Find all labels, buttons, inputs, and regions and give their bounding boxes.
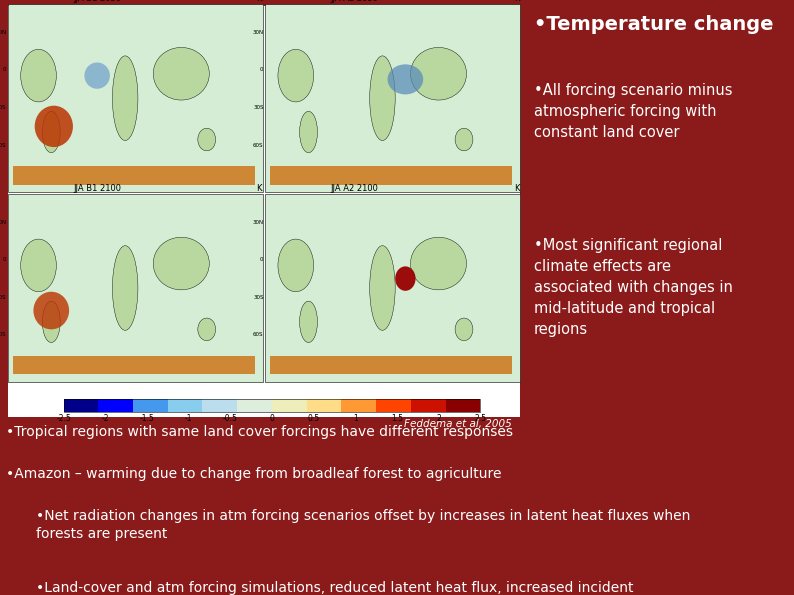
Text: -2: -2 <box>102 414 109 422</box>
Ellipse shape <box>42 111 60 153</box>
Text: K: K <box>256 0 262 3</box>
Text: 30N: 30N <box>0 30 6 35</box>
Ellipse shape <box>299 301 318 343</box>
Text: 60S: 60S <box>0 333 6 337</box>
Bar <box>168 399 202 412</box>
Ellipse shape <box>370 246 395 330</box>
Text: 0: 0 <box>260 257 264 262</box>
Ellipse shape <box>84 62 110 89</box>
Bar <box>445 399 480 412</box>
Bar <box>13 166 255 184</box>
Bar <box>133 399 168 412</box>
Text: 0.5: 0.5 <box>307 414 320 422</box>
Text: 1: 1 <box>353 414 357 422</box>
Ellipse shape <box>42 301 60 343</box>
Ellipse shape <box>278 239 314 292</box>
Text: -0.5: -0.5 <box>223 414 237 422</box>
Ellipse shape <box>410 48 467 100</box>
Text: JJA A2 2050: JJA A2 2050 <box>330 0 378 3</box>
Text: 60S: 60S <box>253 333 264 337</box>
Text: -1: -1 <box>185 414 192 422</box>
Bar <box>376 399 411 412</box>
Bar <box>306 399 341 412</box>
Text: 30S: 30S <box>0 105 6 110</box>
Ellipse shape <box>153 48 210 100</box>
Text: JJA B1 2050: JJA B1 2050 <box>73 0 121 3</box>
Bar <box>265 4 520 192</box>
Bar <box>8 4 263 192</box>
Text: 2: 2 <box>437 414 441 422</box>
Text: •Net radiation changes in atm forcing scenarios offset by increases in latent he: •Net radiation changes in atm forcing sc… <box>37 509 691 541</box>
Ellipse shape <box>370 56 395 140</box>
Bar <box>64 399 98 412</box>
Text: K: K <box>256 184 262 193</box>
Text: •Tropical regions with same land cover forcings have different responses: •Tropical regions with same land cover f… <box>6 425 514 440</box>
Text: 30S: 30S <box>253 105 264 110</box>
Text: •Temperature change: •Temperature change <box>534 15 773 34</box>
Ellipse shape <box>395 267 415 291</box>
Bar <box>202 399 237 412</box>
Bar <box>237 399 272 412</box>
Text: •Land-cover and atm forcing simulations, reduced latent heat flux, increased inc: •Land-cover and atm forcing simulations,… <box>37 581 634 595</box>
Ellipse shape <box>113 246 138 330</box>
Bar <box>411 399 445 412</box>
Text: JJA B1 2100: JJA B1 2100 <box>73 184 121 193</box>
Text: 30S: 30S <box>253 295 264 300</box>
Ellipse shape <box>455 129 473 151</box>
Bar <box>265 194 520 382</box>
Bar <box>341 399 376 412</box>
Text: •Most significant regional
climate effects are
associated with changes in
mid-la: •Most significant regional climate effec… <box>534 238 732 337</box>
Ellipse shape <box>198 318 216 340</box>
Bar <box>64 399 480 412</box>
Text: 0: 0 <box>260 67 264 73</box>
Text: K: K <box>514 0 519 3</box>
Text: 0: 0 <box>3 257 6 262</box>
Text: 2.5: 2.5 <box>474 414 487 422</box>
Ellipse shape <box>33 292 69 330</box>
Text: 1.5: 1.5 <box>391 414 403 422</box>
Ellipse shape <box>21 49 56 102</box>
Ellipse shape <box>387 64 423 95</box>
Bar <box>8 6 520 416</box>
Ellipse shape <box>278 49 314 102</box>
Ellipse shape <box>153 237 210 290</box>
Ellipse shape <box>299 111 318 153</box>
Text: Feddema et al, 2005: Feddema et al, 2005 <box>404 419 512 430</box>
Text: 0: 0 <box>3 67 6 73</box>
Bar <box>270 166 512 184</box>
Ellipse shape <box>35 106 73 147</box>
Text: JJA A2 2100: JJA A2 2100 <box>330 184 378 193</box>
Text: 30N: 30N <box>252 30 264 35</box>
Text: -1.5: -1.5 <box>140 414 154 422</box>
Ellipse shape <box>198 129 216 151</box>
Text: •Amazon – warming due to change from broadleaf forest to agriculture: •Amazon – warming due to change from bro… <box>6 467 502 481</box>
Ellipse shape <box>113 56 138 140</box>
Text: K: K <box>514 184 519 193</box>
Text: 30N: 30N <box>0 220 6 225</box>
Bar <box>8 194 263 382</box>
Text: 60S: 60S <box>0 143 6 148</box>
Bar <box>98 399 133 412</box>
Text: -2.5: -2.5 <box>56 414 71 422</box>
Bar <box>272 399 306 412</box>
Ellipse shape <box>455 318 473 340</box>
Bar <box>13 356 255 374</box>
Text: •All forcing scenario minus
atmospheric forcing with
constant land cover: •All forcing scenario minus atmospheric … <box>534 83 732 140</box>
Bar <box>270 356 512 374</box>
Text: 30N: 30N <box>252 220 264 225</box>
Text: 0: 0 <box>269 414 275 422</box>
Text: 30S: 30S <box>0 295 6 300</box>
Ellipse shape <box>21 239 56 292</box>
Ellipse shape <box>410 237 467 290</box>
Text: 60S: 60S <box>253 143 264 148</box>
